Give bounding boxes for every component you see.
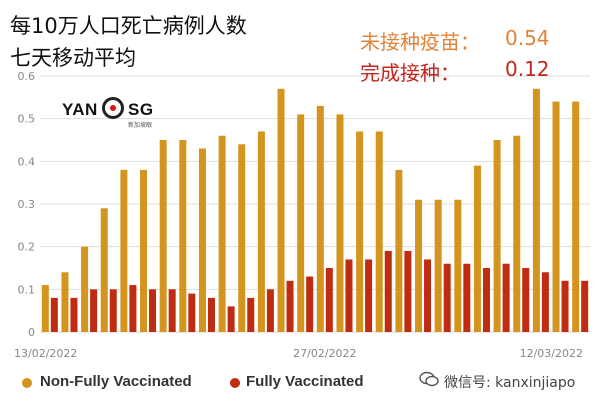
bar-fully-vaccinated [404, 250, 412, 332]
logo-text-left: YAN [62, 100, 98, 119]
bar-non-fully-vaccinated [140, 169, 148, 332]
bar-fully-vaccinated [443, 263, 451, 332]
bar-fully-vaccinated [70, 297, 78, 332]
unvaccinated-label: 未接种疫苗： [360, 30, 480, 54]
logo-tagline: 新加坡眼 [128, 122, 153, 129]
logo-text-right: SG [128, 100, 154, 119]
x-tick-label: 12/03/2022 [520, 347, 583, 360]
bar-non-fully-vaccinated [473, 165, 481, 332]
bar-fully-vaccinated [522, 268, 530, 332]
bar-non-fully-vaccinated [41, 285, 49, 332]
legend-dot-fully [230, 378, 240, 388]
bar-non-fully-vaccinated [257, 131, 265, 332]
bar-fully-vaccinated [482, 268, 490, 332]
bar-non-fully-vaccinated [552, 101, 560, 332]
wechat-icon [419, 371, 439, 387]
wechat-watermark: 微信号: kanxinjiapo [444, 375, 576, 391]
bar-fully-vaccinated [541, 272, 549, 332]
bar-non-fully-vaccinated [179, 140, 187, 332]
eye-icon [102, 97, 124, 119]
bar-fully-vaccinated [365, 259, 373, 332]
chart-title: 每10万人口死亡病例人数 [10, 14, 247, 38]
bar-non-fully-vaccinated [316, 105, 324, 332]
bar-non-fully-vaccinated [356, 131, 364, 332]
bar-non-fully-vaccinated [415, 199, 423, 332]
bar-fully-vaccinated [286, 280, 294, 332]
bar-non-fully-vaccinated [238, 144, 246, 332]
bar-fully-vaccinated [384, 250, 392, 332]
bar-non-fully-vaccinated [572, 101, 580, 332]
x-tick-label: 13/02/2022 [14, 347, 77, 360]
bar-fully-vaccinated [168, 289, 176, 332]
bar-non-fully-vaccinated [434, 199, 442, 332]
bar-non-fully-vaccinated [513, 135, 521, 332]
vaccinated-value: 0.12 [505, 57, 550, 81]
bar-fully-vaccinated [129, 285, 137, 332]
bars [41, 88, 589, 333]
bar-fully-vaccinated [424, 259, 432, 332]
bar-fully-vaccinated [109, 289, 117, 332]
bar-fully-vaccinated [463, 263, 471, 332]
y-tick-label: 0.6 [18, 70, 36, 83]
bar-non-fully-vaccinated [120, 169, 128, 332]
bar-fully-vaccinated [502, 263, 510, 332]
bar-fully-vaccinated [561, 280, 569, 332]
bar-fully-vaccinated [325, 268, 333, 332]
y-tick-label: 0.3 [18, 198, 36, 211]
bar-non-fully-vaccinated [454, 199, 462, 332]
bar-fully-vaccinated [50, 297, 58, 332]
bar-non-fully-vaccinated [395, 169, 403, 332]
legend-dot-non-fully [22, 378, 32, 388]
bar-non-fully-vaccinated [159, 140, 167, 332]
legend-non-fully: Non-Fully Vaccinated [40, 373, 192, 390]
unvaccinated-value: 0.54 [505, 26, 550, 50]
legend-fully: Fully Vaccinated [246, 373, 364, 390]
bar-fully-vaccinated [247, 297, 255, 332]
y-tick-label: 0.1 [18, 283, 36, 296]
x-axis-labels: 13/02/2022 27/02/2022 12/03/2022 [14, 347, 583, 360]
chart-subtitle: 七天移动平均 [10, 46, 136, 70]
bar-non-fully-vaccinated [336, 114, 344, 333]
bar-fully-vaccinated [90, 289, 98, 332]
bar-fully-vaccinated [581, 280, 589, 332]
y-tick-label: 0.4 [18, 155, 36, 168]
bar-fully-vaccinated [207, 297, 215, 332]
bar-non-fully-vaccinated [297, 114, 305, 333]
bar-non-fully-vaccinated [277, 88, 285, 332]
bar-non-fully-vaccinated [375, 131, 383, 332]
bar-fully-vaccinated [266, 289, 274, 332]
vaccinated-label: 完成接种： [360, 61, 460, 85]
bar-non-fully-vaccinated [493, 140, 501, 332]
bar-non-fully-vaccinated [532, 88, 540, 332]
bar-non-fully-vaccinated [61, 272, 69, 332]
y-tick-label: 0 [28, 326, 35, 339]
y-tick-label: 0.5 [18, 113, 36, 126]
x-tick-label: 27/02/2022 [293, 347, 356, 360]
y-axis-ticks: 0 0.1 0.2 0.3 0.4 0.5 0.6 [18, 70, 36, 339]
bar-fully-vaccinated [188, 293, 196, 332]
bar-fully-vaccinated [306, 276, 314, 332]
bar-fully-vaccinated [149, 289, 157, 332]
bar-non-fully-vaccinated [198, 148, 206, 332]
bar-non-fully-vaccinated [218, 135, 226, 332]
y-tick-label: 0.2 [18, 241, 36, 254]
bar-fully-vaccinated [345, 259, 353, 332]
bar-fully-vaccinated [227, 306, 235, 332]
bar-non-fully-vaccinated [81, 246, 89, 332]
yansg-logo: YAN SG 新加坡眼 [62, 96, 182, 136]
bar-non-fully-vaccinated [100, 208, 108, 332]
